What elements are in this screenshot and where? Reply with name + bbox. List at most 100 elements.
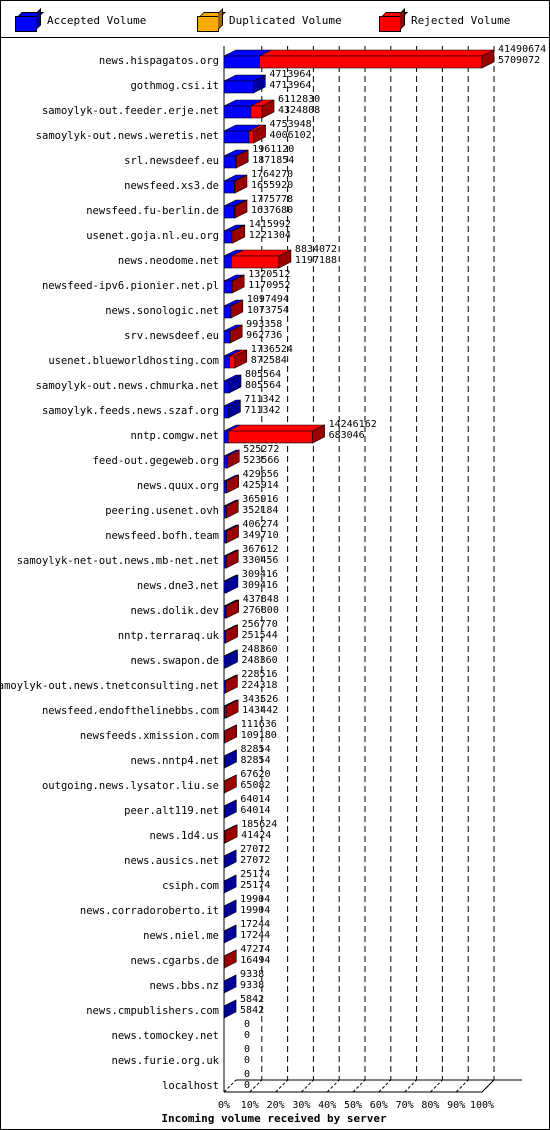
value-label-total: 228516 (241, 669, 277, 680)
category-label: news.corradoroberto.it (80, 905, 219, 917)
bar-end-face (225, 574, 239, 594)
value-label-total: 993358 (246, 319, 282, 330)
value-label-total: 343526 (242, 694, 278, 705)
bar-end-face (223, 999, 237, 1019)
bar-accepted (223, 180, 235, 194)
bar-end-face (232, 224, 246, 244)
category-label: news.1d4.us (149, 830, 219, 842)
value-label-accepted: 41424 (241, 830, 271, 841)
legend-label-duplicated: Duplicated Volume (229, 13, 342, 27)
category-label: newsfeed.bofh.team (105, 530, 219, 542)
category-label: samoylyk-out.feeder.erje.net (42, 105, 219, 117)
value-label-total: 805564 (245, 369, 281, 380)
legend-swatch-accepted (15, 8, 44, 32)
category-label: news.bbs.nz (149, 980, 219, 992)
bar-accepted (223, 280, 232, 294)
value-label-accepted: 17244 (240, 930, 270, 941)
x-tick-line (301, 1079, 314, 1093)
bar-end-face (226, 524, 239, 544)
value-label-total: 185624 (241, 819, 277, 830)
value-label-accepted: 0 (244, 1030, 250, 1041)
value-label-total: 27072 (240, 844, 270, 855)
bar-end-face (223, 899, 237, 919)
value-label-total: 367612 (242, 544, 278, 555)
category-label: usenet.goja.nl.eu.org (86, 230, 219, 242)
value-label-total: 41490674 (498, 44, 546, 55)
value-label-total: 47274 (240, 944, 270, 955)
bar-end-face (228, 399, 241, 419)
category-label: news.quux.org (137, 480, 219, 492)
value-label-total: 1961120 (252, 144, 294, 155)
legend-item-rejected: Rejected Volume (379, 8, 510, 32)
category-label: news.cmpublishers.com (86, 1005, 219, 1017)
category-label: news.tomockey.net (112, 1030, 219, 1042)
value-label-accepted: 82854 (241, 755, 271, 766)
bar-end-face (253, 124, 266, 144)
value-label-total: 82854 (241, 744, 271, 755)
value-label-accepted: 27072 (240, 855, 270, 866)
value-label-total: 4713964 (269, 69, 311, 80)
bar-end-face (225, 549, 239, 569)
x-tick-label: 40% (318, 1100, 336, 1111)
category-label: samoylyk-out.news.weretis.net (36, 130, 219, 142)
bar-accepted (223, 380, 230, 394)
category-label: nntp.comgw.net (130, 430, 219, 442)
value-label-accepted: 16494 (240, 955, 270, 966)
value-label-accepted: 65082 (240, 780, 270, 791)
category-label: news.niel.me (143, 930, 219, 942)
value-label-accepted: 711342 (244, 405, 280, 416)
bar-end-face (225, 499, 239, 519)
value-label-accepted: 523566 (243, 455, 279, 466)
bar-accepted (223, 530, 227, 544)
value-label-total: 17244 (240, 919, 270, 930)
value-label-total: 9338 (240, 969, 264, 980)
bar-end-face (224, 824, 238, 844)
value-label-total: 429656 (243, 469, 279, 480)
category-label: samoylyk.feeds.news.szaf.org (42, 405, 219, 417)
x-tick-label: 100% (470, 1100, 494, 1111)
bar-rejected-top (259, 49, 495, 57)
bar-end-face (234, 174, 248, 194)
value-label-total: 525272 (243, 444, 279, 455)
value-label-total: 1415992 (249, 219, 291, 230)
bar-end-face (225, 674, 238, 694)
category-label: peer.alt119.net (124, 805, 219, 817)
value-label-total: 0 (244, 1019, 250, 1030)
value-label-accepted: 109180 (241, 730, 277, 741)
bar-end-face (225, 699, 239, 719)
value-label-total: 711342 (244, 394, 280, 405)
category-label: gothmog.csi.it (130, 80, 219, 92)
bar-rejected (231, 255, 280, 269)
x-tick-line (455, 1079, 469, 1093)
category-label: newsfeed.fu-berlin.de (86, 205, 219, 217)
bar-accepted (223, 155, 236, 169)
bar-accepted (223, 55, 260, 69)
bar-end-face (231, 274, 245, 294)
bar-end-face (278, 249, 292, 269)
x-tick-label: 0% (218, 1100, 230, 1111)
category-label: newsfeed-ipv6.pionier.net.pl (42, 280, 219, 292)
category-label: news.ausics.net (124, 855, 219, 867)
bar-end-face (234, 199, 248, 219)
bar-end-face (226, 474, 239, 494)
value-label-accepted: 1221304 (249, 230, 291, 241)
value-label-total: 14246162 (329, 419, 377, 430)
category-label: usenet.blueworldhosting.com (48, 355, 219, 367)
category-label: peering.usenet.ovh (105, 505, 219, 517)
value-label-accepted: 5709072 (498, 55, 540, 66)
x-tick-line (275, 1079, 288, 1093)
x-tick-label: 90% (447, 1100, 465, 1111)
value-label-accepted: 425914 (243, 480, 279, 491)
bar-end-face (225, 649, 238, 669)
value-label-total: 0 (244, 1069, 250, 1080)
legend-swatch-rejected (379, 8, 408, 32)
bar-rejected (227, 430, 313, 444)
bar-end-face (223, 849, 237, 869)
category-label: news.swapon.de (130, 655, 219, 667)
bar-end-face (224, 774, 237, 794)
value-label-total: 6112830 (278, 94, 320, 105)
category-label: srv.newsdeef.eu (124, 330, 219, 342)
value-label-accepted: 352184 (242, 505, 278, 516)
category-label: newsfeed.endofthelinebbs.com (42, 705, 219, 717)
bar-accepted (223, 405, 229, 419)
